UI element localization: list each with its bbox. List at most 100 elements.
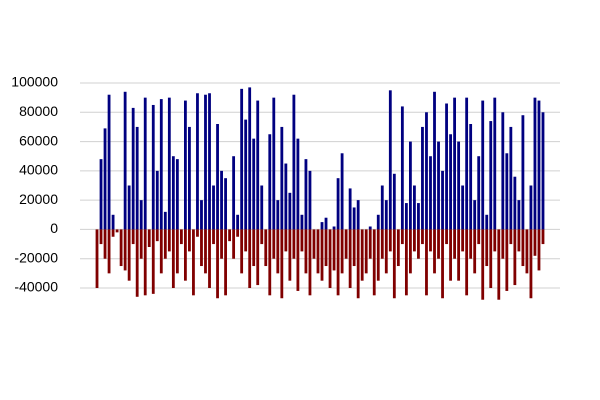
bar [392, 173, 396, 230]
bar [465, 229, 469, 296]
bar [445, 103, 448, 230]
bar [529, 229, 533, 299]
bar [481, 100, 485, 230]
bar [127, 229, 131, 281]
bar [292, 229, 296, 259]
bar [252, 138, 256, 230]
bar [356, 229, 360, 299]
bar [541, 112, 545, 230]
bar [276, 200, 280, 230]
bar [288, 229, 292, 281]
bar [421, 126, 424, 230]
bar [429, 156, 432, 230]
bar [139, 200, 143, 230]
bar [489, 121, 493, 230]
bar [485, 214, 489, 230]
bar [228, 229, 232, 242]
bar [155, 170, 159, 230]
bar [131, 229, 135, 245]
bar [324, 229, 328, 267]
bar [147, 229, 151, 247]
bar [457, 229, 461, 281]
bar [123, 229, 127, 271]
bar [175, 159, 179, 230]
bar [276, 229, 280, 274]
bar [204, 229, 207, 274]
bar [352, 229, 356, 267]
bar [505, 153, 509, 230]
bar [336, 178, 340, 230]
bar [408, 141, 412, 230]
bar [372, 229, 376, 296]
bar [408, 229, 412, 274]
bar [481, 229, 485, 300]
bar [304, 229, 308, 274]
bar [308, 170, 312, 230]
bar [368, 226, 372, 230]
bar [183, 100, 187, 230]
y-tick-label: 60000 [19, 132, 58, 148]
bar [151, 104, 155, 230]
bar [208, 93, 211, 230]
bar [360, 229, 364, 281]
bar [485, 229, 489, 267]
bar [123, 91, 127, 230]
bar [296, 138, 300, 230]
bar [324, 217, 328, 230]
bar [188, 126, 191, 230]
bar [135, 229, 139, 297]
bar [167, 97, 171, 230]
bar [521, 229, 525, 267]
bar [493, 97, 497, 230]
bar [256, 100, 260, 230]
bar [340, 153, 344, 230]
bar [220, 170, 223, 230]
y-tick-label: 100000 [11, 74, 58, 90]
bar [308, 229, 312, 296]
bar [356, 200, 360, 230]
bar [328, 229, 332, 288]
bar [268, 134, 272, 230]
bar [376, 229, 380, 281]
bar [280, 126, 284, 230]
bar [272, 97, 276, 230]
y-tick-label: -40000 [14, 279, 58, 295]
bar [240, 88, 244, 230]
bar [320, 222, 324, 230]
bar [437, 141, 440, 230]
bar [188, 229, 191, 252]
bar [388, 90, 392, 230]
bar [533, 229, 537, 256]
bar [167, 229, 171, 252]
bar [441, 170, 444, 230]
bar [192, 229, 195, 296]
bar [509, 229, 513, 245]
bar [312, 229, 316, 259]
bar [248, 87, 252, 230]
bar [204, 94, 207, 230]
bar [525, 229, 529, 274]
bar [115, 229, 119, 233]
bar [236, 214, 240, 230]
bar [232, 156, 236, 230]
bar [396, 229, 400, 267]
bar [541, 229, 545, 245]
bar [212, 229, 215, 245]
bar [171, 156, 175, 230]
y-tick-label: -20000 [14, 249, 58, 265]
bar [537, 229, 541, 271]
bar [437, 229, 440, 259]
bar [244, 119, 248, 230]
bar [139, 229, 143, 259]
bar [400, 229, 404, 245]
bar [469, 124, 473, 230]
bar [179, 229, 183, 245]
bar [445, 229, 448, 245]
bar [292, 94, 296, 230]
bar [465, 97, 469, 230]
bar [469, 229, 473, 259]
bar [159, 99, 163, 230]
bar [332, 226, 336, 230]
bar [376, 214, 380, 230]
bar [232, 229, 236, 259]
